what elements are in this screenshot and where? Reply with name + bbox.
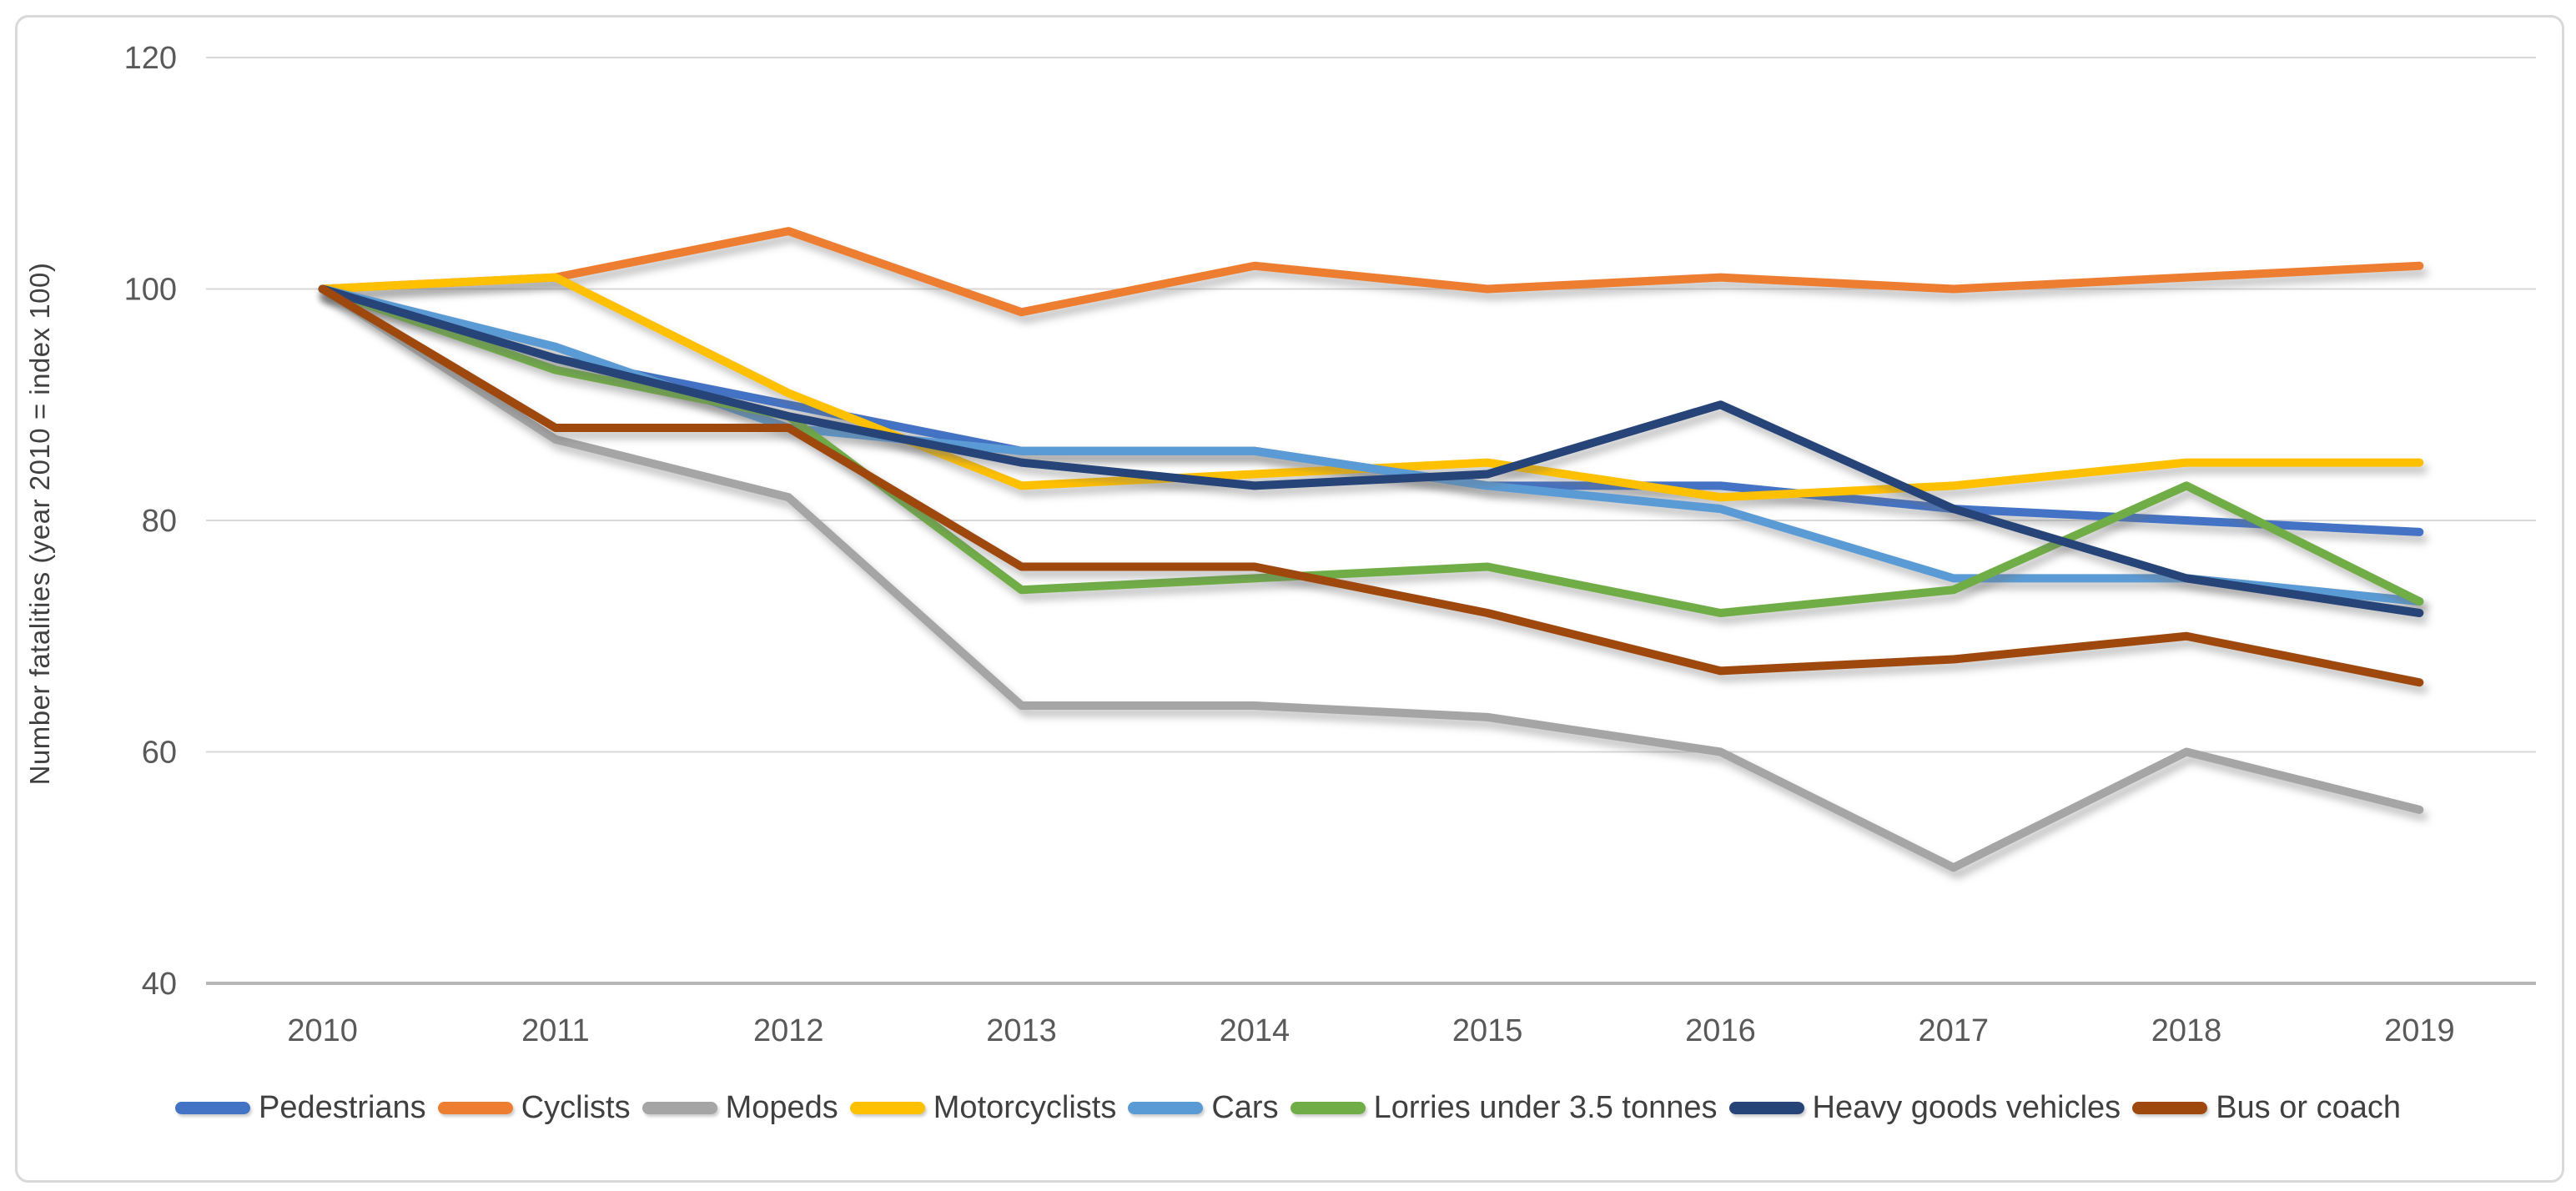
- series-line-mopeds: [318, 284, 2424, 872]
- series-line-cyclists: [318, 227, 2424, 317]
- legend-item-bus-or-coach: Bus or coach: [2132, 1090, 2401, 1126]
- legend-label: Heavy goods vehicles: [1812, 1089, 2121, 1125]
- legend-item-heavy-goods-vehicles: Heavy goods vehicles: [1728, 1089, 2121, 1126]
- x-category-label-2016: 2016: [1685, 1013, 1756, 1048]
- legend-label: Lorries under 3.5 tonnes: [1373, 1089, 1718, 1125]
- x-category-label-2013: 2013: [986, 1013, 1057, 1048]
- legend-label: Bus or coach: [2216, 1089, 2401, 1125]
- legend-marker-icon: [175, 1101, 251, 1114]
- x-category-label-2018: 2018: [2151, 1013, 2222, 1048]
- y-tick-label-120: 120: [124, 41, 177, 76]
- series-line-bus-or-coach: [318, 284, 2424, 687]
- x-category-label-2012: 2012: [753, 1013, 824, 1048]
- legend-marker-icon: [1128, 1101, 1204, 1114]
- legend-marker-icon: [641, 1101, 717, 1114]
- x-category-label-2010: 2010: [287, 1013, 358, 1048]
- x-category-label-2015: 2015: [1452, 1013, 1523, 1048]
- x-category-label-2011: 2011: [521, 1013, 590, 1048]
- legend-item-mopeds: Mopeds: [641, 1089, 838, 1126]
- legend-item-cyclists: Cyclists: [437, 1089, 631, 1126]
- x-category-label-2019: 2019: [2384, 1013, 2455, 1048]
- legend-marker-icon: [1290, 1101, 1366, 1114]
- y-tick-label-60: 60: [142, 736, 177, 771]
- legend-label: Motorcyclists: [933, 1089, 1117, 1125]
- y-axis-title: Number fatalities (year 2010 = index 100…: [24, 262, 55, 786]
- series-line-heavy-goods-vehicles: [318, 284, 2424, 617]
- legend-label: Pedestrians: [259, 1089, 426, 1125]
- y-tick-label-80: 80: [142, 504, 177, 539]
- y-tick-label-100: 100: [124, 273, 177, 308]
- legend-item-motorcyclists: Motorcyclists: [849, 1089, 1117, 1126]
- legend-label: Mopeds: [725, 1089, 838, 1125]
- legend-item-cars: Cars: [1128, 1089, 1279, 1126]
- legend-marker-icon: [1728, 1101, 1804, 1114]
- legend-marker-icon: [2132, 1101, 2208, 1114]
- legend-label: Cyclists: [521, 1089, 631, 1125]
- legend-item-pedestrians: Pedestrians: [175, 1090, 426, 1126]
- legend: Pedestrians Cyclists Mopeds Motorcyclists Ca…: [0, 1081, 2576, 1134]
- legend-marker-icon: [849, 1101, 925, 1114]
- legend-item-lorries-under-3-5-tonnes: Lorries under 3.5 tonnes: [1290, 1089, 1718, 1126]
- x-category-label-2014: 2014: [1220, 1013, 1291, 1048]
- series-line-pedestrians: [318, 284, 2424, 536]
- x-category-label-2017: 2017: [1918, 1013, 1989, 1048]
- legend-label: Cars: [1211, 1089, 1279, 1125]
- legend-marker-icon: [437, 1101, 513, 1114]
- y-tick-label-40: 40: [142, 967, 177, 1002]
- series-line-lorries-under-3-5-tonnes: [318, 284, 2424, 617]
